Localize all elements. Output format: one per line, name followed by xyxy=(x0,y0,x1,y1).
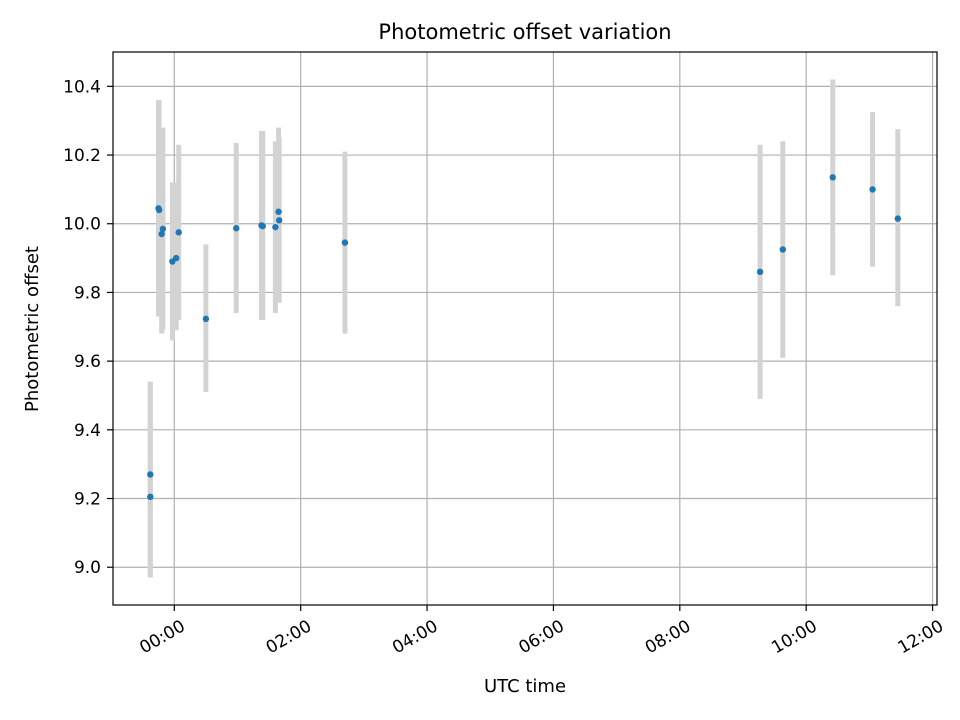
data-point xyxy=(259,222,266,230)
data-point xyxy=(147,471,154,478)
y-tick-label: 10.2 xyxy=(63,146,101,166)
data-point xyxy=(869,186,876,193)
x-axis-label: UTC time xyxy=(484,676,566,697)
data-point xyxy=(341,239,349,246)
data-point xyxy=(894,215,902,222)
y-tick-label: 10.4 xyxy=(63,77,101,97)
data-points xyxy=(147,174,902,501)
y-tick-label: 10.0 xyxy=(63,215,101,235)
y-tick-label: 9.2 xyxy=(74,490,101,510)
data-point xyxy=(147,493,154,501)
data-point xyxy=(756,268,764,276)
data-point xyxy=(233,225,240,232)
y-tick-label: 9.8 xyxy=(74,283,101,303)
data-point xyxy=(172,254,180,262)
data-point xyxy=(779,246,787,253)
grid xyxy=(113,52,937,605)
data-point xyxy=(158,230,165,238)
data-point xyxy=(272,223,279,231)
y-tick-label: 9.4 xyxy=(74,421,101,441)
plot-frame xyxy=(112,51,938,606)
data-point xyxy=(159,225,167,233)
data-point xyxy=(275,208,282,215)
y-tick-label: 9.6 xyxy=(74,352,101,372)
data-point xyxy=(829,174,836,181)
data-point xyxy=(202,315,210,323)
data-point xyxy=(155,206,163,214)
y-axis: 9.0 9.2 9.4 9.6 9.8 10.0 10.2 10.4 xyxy=(63,77,113,578)
chart-title: Photometric offset variation xyxy=(378,20,671,44)
y-tick-label: 9.0 xyxy=(74,558,101,578)
y-axis-label: Photometric offset xyxy=(22,246,43,412)
data-point xyxy=(175,229,182,236)
data-point xyxy=(275,217,283,224)
